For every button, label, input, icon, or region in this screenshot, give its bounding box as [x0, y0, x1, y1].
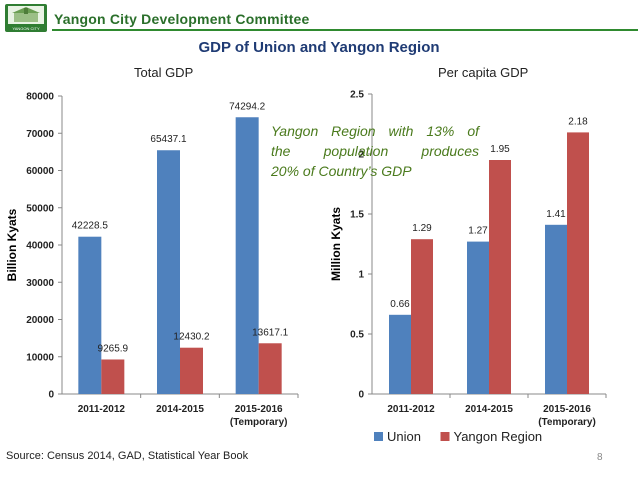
data-label: 9265.9	[98, 343, 129, 354]
bar-union	[389, 314, 411, 394]
org-header: YANGON CITY Yangon City Development Comm…	[0, 0, 638, 36]
x-tick-label: (Temporary)	[538, 417, 596, 428]
y-tick-label: 10000	[26, 352, 54, 363]
y-tick-label: 50000	[26, 203, 54, 214]
y-tick-label: 20000	[26, 315, 54, 326]
x-tick-label: 2011-2012	[78, 404, 126, 415]
data-label: 2.18	[568, 116, 588, 127]
ycdc-logo-icon: YANGON CITY	[5, 4, 47, 32]
per-capita-gdp-chart: 0 0.5 1 1.5 2 2.5 Million Kyats 2011-2012 0.66 1.…	[329, 90, 607, 444]
x-tick-label: (Temporary)	[230, 417, 288, 428]
legend-swatch	[440, 432, 450, 441]
source-note: Source: Census 2014, GAD, Statistical Ye…	[6, 450, 249, 462]
y-tick-label: 60000	[26, 166, 54, 177]
callout-line-3: 20% of Country’s GDP	[271, 163, 412, 179]
y-tick-label: 2.5	[350, 90, 364, 101]
data-label: 1.27	[468, 226, 488, 237]
bar-yangon-region	[258, 343, 282, 394]
callout-line-2: the population produces	[271, 143, 479, 159]
legend-swatch	[374, 432, 383, 441]
y-tick-label: 80000	[26, 92, 54, 103]
data-label: 12430.2	[173, 332, 210, 343]
bar-union	[78, 236, 102, 394]
x-tick-label: 2014-2015	[465, 404, 513, 415]
y-tick-label: 0	[358, 390, 364, 401]
y-tick-label: 40000	[26, 241, 54, 252]
bar-union	[235, 117, 259, 395]
data-label: 65437.1	[150, 134, 187, 145]
data-label: 42228.5	[72, 221, 109, 232]
x-tick-label: 2015-2016	[235, 404, 283, 415]
data-label: 1.41	[546, 209, 566, 220]
bar-union	[467, 241, 489, 394]
y-tick-label: 30000	[26, 278, 54, 289]
y-tick-label: 2	[358, 150, 364, 161]
data-label: 1.95	[490, 144, 510, 155]
chart-title-per-capita-gdp: Per capita GDP	[438, 65, 529, 80]
bar-yangon-region	[489, 160, 511, 394]
x-tick-label: 2014-2015	[156, 404, 204, 415]
bar-yangon-region	[411, 239, 433, 394]
legend-label: Yangon Region	[454, 429, 543, 444]
data-label: 0.66	[390, 299, 410, 310]
bar-yangon-region	[567, 132, 589, 394]
org-name: Yangon City Development Committee	[54, 11, 310, 27]
header-divider	[52, 29, 638, 31]
x-tick-label: 2015-2016	[543, 404, 591, 415]
bar-yangon-region	[180, 347, 203, 394]
callout-text: Yangon Region with 13% of the population…	[271, 121, 479, 181]
y-tick-label: 1	[358, 270, 364, 281]
y-tick-label: 0	[48, 390, 54, 401]
bar-union	[545, 224, 567, 394]
x-tick-label: 2011-2012	[387, 404, 435, 415]
y-tick-label: 0.5	[350, 330, 364, 341]
page-title: GDP of Union and Yangon Region	[198, 39, 440, 56]
bar-yangon-region	[101, 359, 125, 394]
chart-title-total-gdp: Total GDP	[134, 65, 194, 80]
y-axis-title: Million Kyats	[329, 207, 343, 281]
y-tick-label: 70000	[26, 129, 54, 140]
callout-line-1: Yangon Region with 13% of	[271, 123, 479, 139]
data-label: 74294.2	[229, 101, 266, 112]
data-label: 1.29	[412, 223, 432, 234]
page-number: 8	[597, 452, 603, 463]
logo-text: YANGON CITY	[12, 26, 40, 31]
data-label: 13617.1	[252, 327, 289, 338]
y-axis-title: Billion Kyats	[5, 208, 19, 281]
y-tick-label: 1.5	[350, 210, 364, 221]
bar-union	[157, 150, 180, 394]
total-gdp-chart: 0 10000 20000 30000 40000 50000 60000 70000 8000…	[5, 92, 299, 428]
legend-label: Union	[387, 429, 421, 444]
